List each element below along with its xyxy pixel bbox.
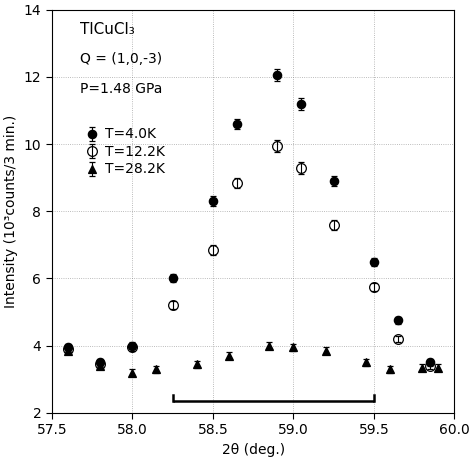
Y-axis label: Intensity (10³counts/3 min.): Intensity (10³counts/3 min.) [4, 115, 18, 308]
Text: P=1.48 GPa: P=1.48 GPa [80, 82, 162, 96]
X-axis label: 2θ (deg.): 2θ (deg.) [221, 443, 285, 457]
Text: TlCuCl₃: TlCuCl₃ [80, 22, 135, 37]
Text: Q = (1,0,-3): Q = (1,0,-3) [80, 52, 162, 66]
Legend: T=4.0K, T=12.2K, T=28.2K: T=4.0K, T=12.2K, T=28.2K [87, 128, 165, 177]
